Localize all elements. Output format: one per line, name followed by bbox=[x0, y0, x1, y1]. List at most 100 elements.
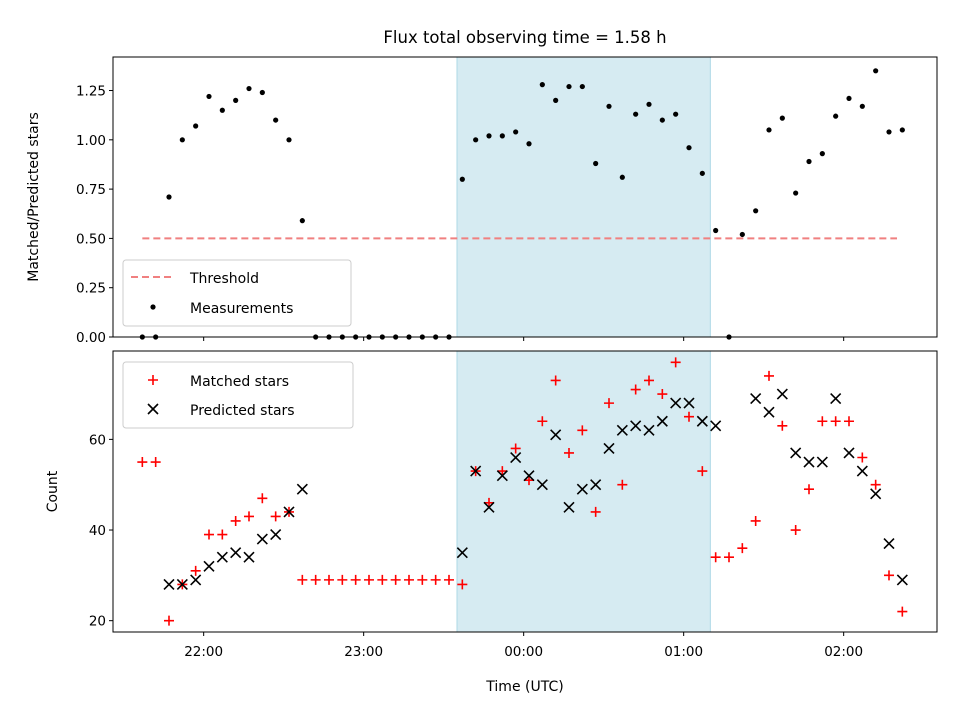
legend-measurements-swatch bbox=[150, 304, 156, 310]
predicted-point bbox=[710, 420, 722, 432]
matched-point bbox=[484, 497, 494, 508]
matched-point bbox=[617, 479, 628, 490]
measurement-point bbox=[513, 129, 519, 135]
predicted-point bbox=[816, 456, 828, 468]
measurement-point bbox=[473, 137, 479, 143]
measurement-point bbox=[833, 113, 839, 119]
matched-point bbox=[244, 511, 254, 522]
matched-point bbox=[457, 579, 468, 590]
predicted-point bbox=[536, 479, 548, 491]
predicted-point bbox=[750, 393, 762, 405]
shaded-span bbox=[456, 56, 711, 338]
predicted-point bbox=[176, 578, 188, 590]
legend-matched-label: Matched stars bbox=[190, 374, 289, 390]
matched-point bbox=[230, 515, 241, 526]
legend: Matched stars Predicted stars bbox=[122, 361, 354, 429]
matched-point bbox=[817, 416, 828, 427]
matched-point bbox=[670, 357, 681, 368]
measurement-point bbox=[459, 176, 465, 182]
predicted-point bbox=[843, 447, 855, 459]
predicted-point bbox=[683, 397, 695, 409]
measurement-point bbox=[273, 117, 279, 123]
measurement-point bbox=[633, 111, 639, 117]
matched-point bbox=[537, 416, 548, 427]
matched-point bbox=[710, 552, 721, 563]
predicted-point bbox=[483, 501, 495, 513]
x-axis-label: Time (UTC) bbox=[485, 679, 563, 695]
predicted-point bbox=[456, 547, 468, 559]
matched-point bbox=[417, 574, 428, 585]
measurement-point bbox=[499, 133, 505, 139]
measurement-point bbox=[259, 89, 265, 96]
y-axis-label: Matched/Predicted stars bbox=[26, 112, 42, 282]
matched-point bbox=[150, 457, 161, 468]
matched-point bbox=[897, 606, 908, 617]
measurement-point bbox=[179, 137, 185, 143]
measurement-point bbox=[659, 117, 665, 123]
predicted-point bbox=[147, 403, 159, 415]
predicted-point bbox=[790, 447, 802, 459]
measurement-point bbox=[166, 194, 172, 200]
measurement-point bbox=[899, 127, 905, 133]
predicted-point bbox=[896, 574, 908, 586]
matched-point bbox=[764, 370, 774, 381]
y-tick-label: 0.50 bbox=[76, 231, 106, 247]
measurement-point bbox=[246, 85, 252, 92]
matched-point bbox=[657, 389, 668, 400]
matched-point bbox=[644, 375, 654, 386]
measurement-point bbox=[286, 137, 292, 143]
legend-box bbox=[122, 361, 354, 429]
matched-point bbox=[364, 574, 374, 585]
measurement-point bbox=[219, 107, 225, 113]
measurement-point bbox=[593, 160, 599, 167]
predicted-point bbox=[830, 393, 842, 405]
matched-point bbox=[148, 375, 158, 385]
matched-point bbox=[297, 574, 308, 585]
y-tick-label: 0.75 bbox=[76, 182, 106, 198]
measurement-point bbox=[806, 158, 812, 165]
predicted-point bbox=[856, 465, 868, 477]
measurement-point bbox=[526, 141, 532, 147]
y-tick-label: 60 bbox=[89, 432, 106, 448]
measurement-point bbox=[819, 151, 825, 157]
y-tick-label: 20 bbox=[89, 614, 106, 630]
measurement-point bbox=[753, 208, 759, 214]
y-tick-label: 0.00 bbox=[76, 330, 106, 346]
legend-measurements-label: Measurements bbox=[190, 301, 293, 317]
matched-point bbox=[430, 574, 441, 585]
predicted-point bbox=[190, 574, 202, 586]
predicted-point bbox=[870, 488, 882, 500]
measurement-point bbox=[566, 83, 572, 90]
predicted-point bbox=[470, 465, 482, 477]
x-tick-label: 23:00 bbox=[344, 644, 383, 660]
matched-point bbox=[164, 615, 174, 626]
measurement-point bbox=[739, 231, 745, 238]
predicted-point bbox=[656, 415, 668, 427]
measurement-point bbox=[686, 145, 692, 151]
y-tick-label: 1.25 bbox=[76, 84, 106, 100]
predicted-point bbox=[776, 388, 788, 400]
measurement-point bbox=[206, 93, 212, 100]
predicted-point bbox=[216, 551, 228, 563]
matched-point bbox=[550, 375, 561, 386]
matched-point bbox=[630, 384, 641, 395]
matched-point bbox=[524, 475, 534, 486]
matched-point bbox=[724, 552, 734, 563]
measurement-point bbox=[793, 190, 799, 196]
matched-point bbox=[350, 574, 361, 585]
measurement-point bbox=[299, 218, 305, 224]
matched-point bbox=[390, 574, 401, 585]
measurement-point bbox=[486, 133, 492, 139]
matched-point bbox=[324, 574, 334, 585]
matched-point bbox=[310, 574, 321, 585]
measurement-point bbox=[606, 103, 612, 109]
x-tick-label: 01:00 bbox=[664, 644, 703, 660]
measurement-point bbox=[579, 83, 585, 90]
matched-point bbox=[497, 466, 508, 477]
measurement-point bbox=[673, 111, 679, 117]
matched-point bbox=[604, 398, 614, 409]
predicted-point bbox=[510, 451, 522, 464]
predicted-point bbox=[763, 406, 775, 418]
predicted-point bbox=[203, 560, 215, 572]
